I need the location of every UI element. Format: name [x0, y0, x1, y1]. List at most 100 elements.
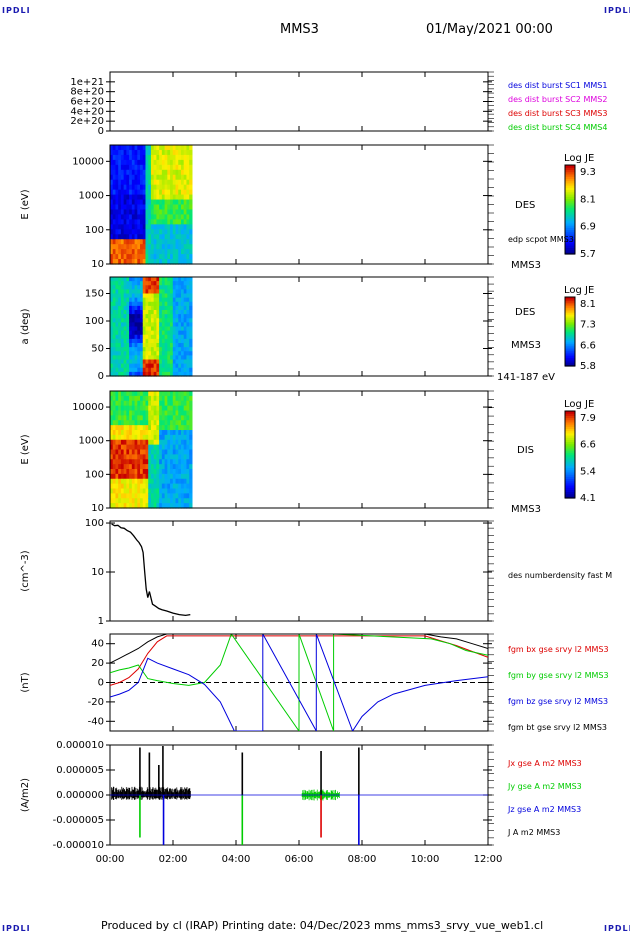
des_pitch-cell [131, 314, 136, 319]
des_pitch-cell [183, 289, 188, 295]
des_pitch-cell [186, 367, 190, 373]
burst-ytick-label: 8e+20 [70, 87, 104, 98]
dis_energy-colorbar-cell [565, 434, 575, 438]
des_energy-cell [112, 259, 117, 265]
des_energy-cell [156, 179, 160, 186]
des_energy-cell [140, 249, 144, 255]
des_pitch-cell [170, 330, 174, 336]
des_energy-cell [150, 254, 155, 260]
des_energy-cell [129, 229, 133, 235]
des_energy-cell [134, 169, 138, 176]
des_pitch-cell [170, 343, 174, 348]
dis_energy-cell [175, 391, 179, 397]
des_energy-cell [156, 254, 160, 260]
dis_energy-cell [145, 498, 149, 504]
des_energy-cell [120, 169, 125, 176]
fgm-ytick-label: 40 [91, 639, 104, 650]
des_energy-cell [148, 179, 152, 186]
dis_energy-cell [156, 410, 160, 416]
dis_energy-cell [126, 493, 130, 499]
dis_energy-cell [172, 449, 177, 455]
dis_energy-cell [126, 498, 130, 504]
des_pitch-cell [140, 322, 144, 328]
des_energy-cell [175, 149, 179, 156]
dis_energy-cell [140, 493, 144, 499]
dis_energy-cell [159, 449, 163, 455]
dis_energy-cell [172, 459, 177, 465]
des_energy-cell [137, 154, 141, 161]
des_energy-cell [170, 169, 174, 176]
des_pitch-cell [140, 371, 144, 377]
dis_energy-cell [126, 503, 130, 509]
dis_energy-colorbar-cell [565, 480, 575, 484]
dis_energy-cell [153, 391, 158, 397]
des_pitch-colorbar-cell [565, 333, 575, 336]
des_pitch-cell [150, 371, 155, 377]
dis_energy-cell [159, 464, 163, 470]
des_pitch-cell [131, 330, 136, 336]
des_energy-cell [172, 234, 177, 240]
dis_energy-cell [129, 454, 133, 460]
des_pitch-cell [131, 305, 136, 311]
des_pitch-cell [183, 310, 188, 315]
des_energy-cell [129, 224, 133, 230]
des_pitch-cell [156, 347, 160, 352]
des_energy-cell [110, 174, 114, 181]
des_energy-cell [140, 254, 144, 260]
des_pitch-cell [164, 371, 168, 377]
des_pitch-cell [164, 322, 168, 328]
des_pitch-colorbar-cell [565, 309, 575, 312]
dis_energy-colorbar-cell [565, 458, 575, 462]
des_pitch-cell [134, 334, 138, 340]
des_pitch-cell [150, 343, 155, 348]
des_pitch-cell [120, 285, 125, 290]
des_pitch-cell [175, 293, 179, 299]
des_energy-cell [115, 229, 119, 235]
des_pitch-cell [137, 289, 141, 295]
dis_energy-cell [167, 483, 171, 490]
dis_energy-cell [118, 425, 122, 431]
des_pitch-cell [183, 318, 188, 323]
des_pitch-cell [178, 293, 182, 299]
des_pitch-cell [123, 355, 127, 361]
des_pitch-colorbar-cell [565, 353, 575, 357]
des_energy-cell [137, 224, 141, 230]
des_pitch-cell [150, 347, 155, 352]
des_energy-cell [142, 239, 147, 245]
des_energy-cell [118, 169, 122, 176]
dis_energy-cell [120, 488, 125, 494]
des_pitch-cell [161, 285, 166, 290]
dis_energy-cell [180, 449, 185, 455]
dis_energy-colorbar-cell [565, 456, 575, 460]
des_pitch-cell [148, 326, 152, 332]
dis_energy-cell [167, 493, 171, 499]
dis_energy-cell [140, 464, 144, 470]
dis_energy-cell [134, 493, 138, 499]
dis_energy-cell [110, 420, 114, 426]
dis_energy-cell [186, 420, 190, 426]
des_energy-cell [123, 179, 127, 186]
des_energy-cell [172, 189, 177, 196]
des_energy-cell [175, 209, 179, 216]
des_energy-cell [110, 209, 114, 216]
des_energy-cell [172, 169, 177, 176]
des_energy-cell [159, 219, 163, 225]
dis_energy-cell [145, 425, 149, 431]
des_energy-cell [134, 259, 138, 265]
dis_energy-cell [140, 400, 144, 407]
des_energy-colorbar-label: 8.1 [580, 194, 596, 205]
des_energy-cell [150, 184, 155, 191]
des_energy-cell [172, 184, 177, 191]
dis_energy-cell [167, 449, 171, 455]
dis_energy-colorbar-cell [565, 417, 575, 421]
dis_energy-cell [153, 473, 158, 480]
des_pitch-cell [131, 285, 136, 290]
dis_energy-cell [159, 444, 163, 451]
des_energy-cell [142, 254, 147, 260]
dis_energy-cell [126, 410, 130, 416]
dis_energy-cell [167, 400, 171, 407]
dis_energy-cell [150, 425, 155, 431]
dis_energy-cell [126, 444, 130, 451]
des_energy-cell [150, 164, 155, 171]
dis_energy-cell [115, 473, 119, 480]
